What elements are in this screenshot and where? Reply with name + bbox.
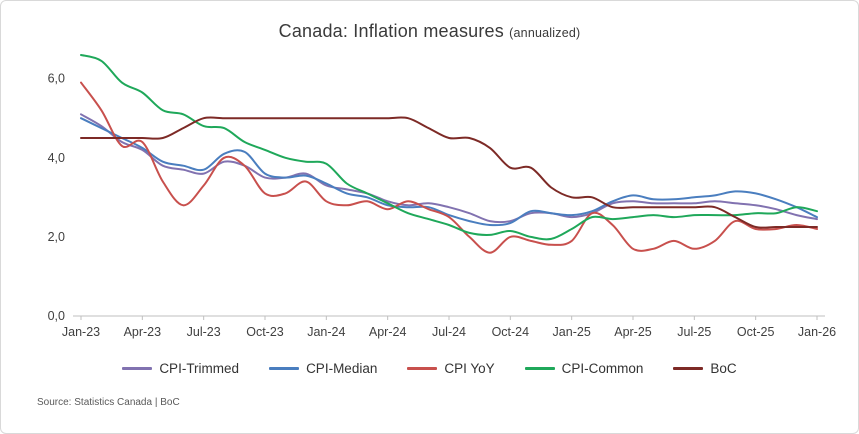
- legend-item-boc: BoC: [673, 361, 737, 376]
- series-line-cpi-trimmed: [80, 113, 818, 224]
- y-tick-label: 4,0: [48, 151, 65, 165]
- legend-item-cpi-yoy: CPI YoY: [407, 361, 495, 376]
- legend-line-marker: [122, 367, 153, 370]
- chart-legend: CPI-Trimmed CPI-Median CPI YoY CPI-Common Bo…: [1, 361, 858, 376]
- series-line-boc: [80, 116, 818, 229]
- x-tick-label: Apr-25: [614, 325, 652, 339]
- x-tick-label: Apr-24: [369, 325, 407, 339]
- x-tick-label: Oct-25: [737, 325, 775, 339]
- chart-title-main: Canada: Inflation measures: [278, 21, 504, 41]
- x-tick-label: Jul-24: [432, 325, 466, 339]
- series-line-cpi-median: [80, 117, 818, 227]
- legend-line-marker: [407, 367, 438, 370]
- x-tick-label: Oct-23: [246, 325, 284, 339]
- series-line-cpi-common: [80, 54, 818, 241]
- legend-item-cpi-trimmed: CPI-Trimmed: [122, 361, 239, 376]
- legend-line-marker: [269, 367, 300, 370]
- inflation-chart: 0,0 2,0 4,0 6,0 Jan-23 Apr-23 Jul-23 Oct-23 Jan-…: [48, 54, 836, 339]
- x-tick-label: Jul-23: [187, 325, 221, 339]
- y-tick-label: 0,0: [48, 309, 65, 323]
- legend-line-marker: [673, 367, 704, 370]
- legend-label: CPI-Median: [306, 361, 378, 376]
- legend-item-cpi-median: CPI-Median: [269, 361, 377, 376]
- x-tick-label: Apr-23: [124, 325, 162, 339]
- chart-title: Canada: Inflation measures (annualized): [1, 21, 858, 42]
- series-line-cpi-yoy: [80, 81, 818, 254]
- x-tick-label: Jan-25: [553, 325, 591, 339]
- chart-title-suffix: (annualized): [509, 26, 581, 40]
- legend-label: CPI-Trimmed: [159, 361, 240, 376]
- y-tick-label: 2,0: [48, 230, 65, 244]
- legend-line-marker: [524, 367, 555, 370]
- source-note: Source: Statistics Canada | BoC: [37, 397, 180, 408]
- legend-label: CPI YoY: [444, 361, 495, 376]
- y-tick-label: 6,0: [48, 72, 65, 86]
- legend-label: BoC: [710, 361, 737, 376]
- legend-item-cpi-common: CPI-Common: [524, 361, 644, 376]
- x-tick-label: Jul-25: [677, 325, 711, 339]
- x-tick-label: Oct-24: [492, 325, 530, 339]
- x-tick-label: Jan-23: [62, 325, 100, 339]
- x-tick-label: Jan-26: [798, 325, 836, 339]
- legend-label: CPI-Common: [561, 361, 644, 376]
- x-tick-label: Jan-24: [307, 325, 345, 339]
